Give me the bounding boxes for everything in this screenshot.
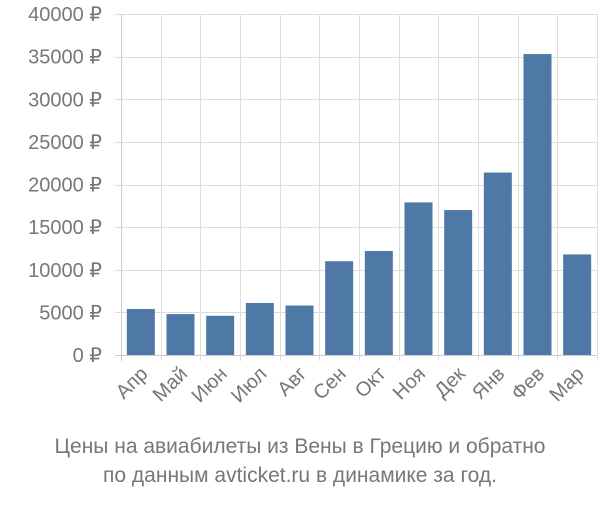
x-tick-label: Сен [309,363,350,404]
x-tick-label: Фев [507,363,549,405]
bar [325,261,354,355]
y-tick-label: 5000 ₽ [39,302,102,324]
bar [245,302,274,355]
bar [166,314,195,355]
x-tick-label: Апр [112,363,153,404]
bar [364,250,393,355]
x-tick-label: Окт [351,363,390,402]
y-tick-label: 30000 ₽ [28,89,102,111]
y-tick-label: 15000 ₽ [28,217,102,239]
chart-caption-line-2: по данным avticket.ru в динамике за год. [103,464,497,487]
y-tick-label: 40000 ₽ [28,4,102,26]
bar-layer [126,54,592,355]
bar [404,202,433,355]
y-tick-label: 10000 ₽ [28,260,102,282]
y-tick-label: 25000 ₽ [28,132,102,154]
x-tick-label: Июл [227,363,271,407]
bar [523,54,552,355]
bar [563,254,592,355]
bar [206,315,235,355]
y-tick-label: 35000 ₽ [28,47,102,69]
bar [126,308,155,355]
bar [483,172,512,355]
x-tick-label: Авг [273,363,311,401]
grid-layer [115,14,598,361]
bar [285,305,314,355]
x-tick-label: Дек [431,363,470,402]
y-tick-label: 0 ₽ [73,345,103,367]
y-tick-label: 20000 ₽ [28,175,102,197]
x-tick-label: Ноя [389,363,430,404]
y-tick-labels: 0 ₽ 5000 ₽ 10000 ₽ 15000 ₽ 20000 ₽ 25000 ₽ 300… [28,4,102,367]
x-tick-label: Май [149,363,192,406]
x-tick-label: Июн [188,363,232,407]
chart-caption-line-1: Цены на авиабилеты из Вены в Грецию и об… [54,435,546,458]
bar [444,210,473,355]
axis-layer [115,14,597,361]
x-tick-label: Мар [545,363,588,406]
x-tick-label: Янв [468,363,509,404]
